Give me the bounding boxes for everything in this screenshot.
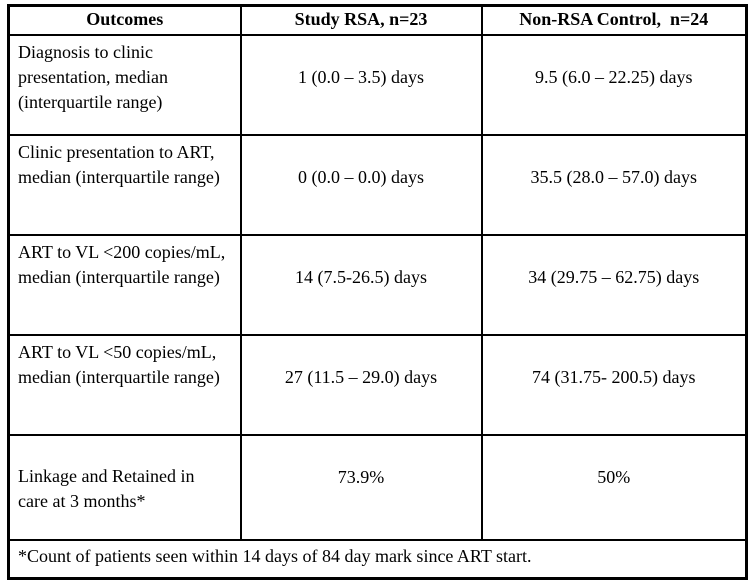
outcome-cell: ART to VL <50 copies/mL, median (interqu…	[7, 334, 242, 436]
outcome-cell: ART to VL <200 copies/mL, median (interq…	[7, 234, 242, 336]
control-value-cell: 35.5 (28.0 – 57.0) days	[480, 134, 748, 236]
control-value-cell: 34 (29.75 – 62.75) days	[480, 234, 748, 336]
study-rsa-value-cell: 14 (7.5-26.5) days	[239, 234, 483, 336]
study-rsa-value-cell: 27 (11.5 – 29.0) days	[239, 334, 483, 436]
outcomes-table-container: Outcomes Study RSA, n=23 Non-RSA Control…	[7, 4, 748, 580]
study-rsa-value-cell: 73.9%	[239, 434, 483, 541]
control-value-cell: 50%	[480, 434, 748, 541]
study-rsa-value-cell: 1 (0.0 – 3.5) days	[239, 34, 483, 136]
outcome-cell: Linkage and Retained in care at 3 months…	[7, 434, 242, 541]
header-cell-non-rsa-control: Non-RSA Control, n=24	[480, 4, 748, 36]
study-rsa-value-cell: 0 (0.0 – 0.0) days	[239, 134, 483, 236]
table-row-diagnosis-to-clinic: Diagnosis to clinic presentation, median…	[7, 34, 748, 136]
header-cell-study-rsa: Study RSA, n=23	[239, 4, 483, 36]
header-cell-outcomes: Outcomes	[7, 4, 242, 36]
table-row-linkage-retention: Linkage and Retained in care at 3 months…	[7, 434, 748, 541]
outcome-cell: Diagnosis to clinic presentation, median…	[7, 34, 242, 136]
outcomes-table: Outcomes Study RSA, n=23 Non-RSA Control…	[7, 4, 748, 580]
table-footnote-row: *Count of patients seen within 14 days o…	[7, 539, 748, 579]
control-value-cell: 74 (31.75- 200.5) days	[480, 334, 748, 436]
outcome-cell: Clinic presentation to ART, median (inte…	[7, 134, 242, 236]
table-row-art-to-vl50: ART to VL <50 copies/mL, median (interqu…	[7, 334, 748, 436]
table-row-art-to-vl200: ART to VL <200 copies/mL, median (interq…	[7, 234, 748, 336]
footnote: *Count of patients seen within 14 days o…	[7, 539, 748, 579]
table-header-row: Outcomes Study RSA, n=23 Non-RSA Control…	[7, 4, 748, 36]
control-value-cell: 9.5 (6.0 – 22.25) days	[480, 34, 748, 136]
table-row-clinic-to-art: Clinic presentation to ART, median (inte…	[7, 134, 748, 236]
